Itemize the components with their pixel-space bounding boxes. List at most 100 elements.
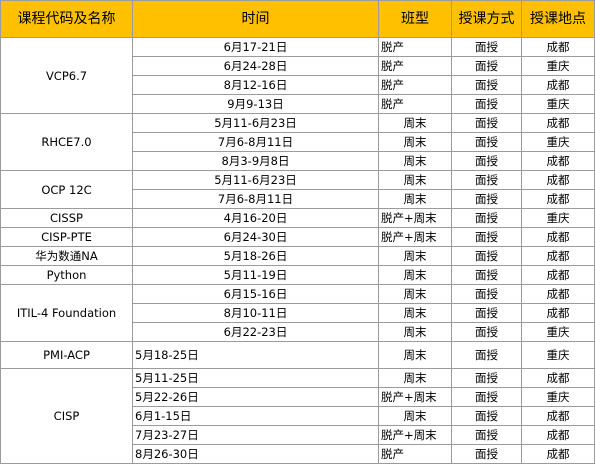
- table-row: 5月22-26日 脱产+周末 面授 重庆: [1, 387, 595, 407]
- location-cell: 成都: [521, 37, 595, 57]
- location-cell: 成都: [521, 425, 595, 445]
- course-name: ITIL-4 Foundation: [0, 284, 133, 342]
- header-method: 授课方式: [451, 0, 522, 38]
- location-cell: 成都: [521, 75, 595, 95]
- time-cell: 6月22-23日: [132, 322, 379, 342]
- location-cell: 成都: [521, 189, 595, 209]
- time-cell: 7月6-8月11日: [132, 132, 379, 152]
- class-type-cell: 周末: [378, 341, 452, 369]
- time-cell: 6月17-21日: [132, 37, 379, 57]
- time-cell: 4月16-20日: [132, 208, 379, 228]
- time-cell: 8月3-9月8日: [132, 151, 379, 171]
- time-cell: 5月11-6月23日: [132, 170, 379, 190]
- time-cell: 6月24-30日: [132, 227, 379, 247]
- class-type-cell: 脱产+周末: [378, 425, 452, 445]
- location-cell: 重庆: [521, 132, 595, 152]
- class-type-cell: 周末: [378, 284, 452, 304]
- location-cell: 成都: [521, 284, 595, 304]
- method-cell: 面授: [451, 341, 522, 369]
- method-cell: 面授: [451, 37, 522, 57]
- table-row: PMI-ACP 5月18-25日 周末 面授 重庆: [0, 341, 595, 369]
- class-type-cell: 周末: [378, 322, 452, 342]
- table-row: 6月1-15日 周末 面授 成都: [1, 406, 595, 426]
- method-cell: 面授: [451, 303, 522, 323]
- method-cell: 面授: [451, 227, 522, 247]
- class-type-cell: 周末: [378, 189, 452, 209]
- time-cell: 5月18-25日: [132, 341, 379, 369]
- table-row: 7月6-8月11日 周末 面授 重庆: [1, 132, 595, 152]
- class-type-cell: 脱产: [378, 444, 452, 464]
- time-cell: 8月10-11日: [132, 303, 379, 323]
- header-course: 课程代码及名称: [0, 0, 133, 38]
- header-row: 课程代码及名称 时间 班型 授课方式 授课地点: [0, 0, 595, 38]
- location-cell: 成都: [521, 444, 595, 464]
- method-cell: 面授: [451, 56, 522, 76]
- course-name: Python: [0, 265, 133, 285]
- location-cell: 重庆: [521, 322, 595, 342]
- time-cell: 5月18-26日: [132, 246, 379, 266]
- location-cell: 成都: [521, 246, 595, 266]
- course-name: RHCE7.0: [0, 113, 133, 171]
- class-type-cell: 周末: [378, 170, 452, 190]
- method-cell: 面授: [451, 170, 522, 190]
- table-row: CISSP 4月16-20日 脱产+周末 面授 重庆: [0, 208, 595, 228]
- method-cell: 面授: [451, 425, 522, 445]
- class-type-cell: 周末: [378, 113, 452, 133]
- method-cell: 面授: [451, 265, 522, 285]
- class-type-cell: 周末: [378, 265, 452, 285]
- time-cell: 7月23-27日: [132, 425, 379, 445]
- table-row: 9月9-13日 脱产 面授 重庆: [1, 94, 595, 114]
- location-cell: 成都: [521, 170, 595, 190]
- location-cell: 成都: [521, 151, 595, 171]
- location-cell: 重庆: [521, 341, 595, 369]
- header-time: 时间: [132, 0, 379, 38]
- class-type-cell: 脱产: [378, 37, 452, 57]
- course-name: CISP: [0, 368, 133, 464]
- class-type-cell: 周末: [378, 406, 452, 426]
- location-cell: 重庆: [521, 208, 595, 228]
- method-cell: 面授: [451, 151, 522, 171]
- table-row: OCP 12C 5月11-6月23日 周末 面授 成都: [0, 170, 595, 209]
- location-cell: 重庆: [521, 94, 595, 114]
- header-class-type: 班型: [378, 0, 452, 38]
- method-cell: 面授: [451, 406, 522, 426]
- class-type-cell: 周末: [378, 132, 452, 152]
- table-row: 8月10-11日 周末 面授 成都: [1, 303, 595, 323]
- time-cell: 7月6-8月11日: [132, 189, 379, 209]
- method-cell: 面授: [451, 444, 522, 464]
- course-name: 华为数通NA: [0, 246, 133, 266]
- location-cell: 成都: [521, 406, 595, 426]
- class-type-cell: 脱产+周末: [378, 387, 452, 407]
- time-cell: 5月22-26日: [132, 387, 379, 407]
- class-type-cell: 周末: [378, 151, 452, 171]
- method-cell: 面授: [451, 132, 522, 152]
- class-type-cell: 周末: [378, 368, 452, 388]
- location-cell: 成都: [521, 303, 595, 323]
- table-row: 华为数通NA 5月18-26日 周末 面授 成都: [0, 246, 595, 266]
- course-name: CISP-PTE: [0, 227, 133, 247]
- time-cell: 5月11-25日: [132, 368, 379, 388]
- class-type-cell: 脱产: [378, 94, 452, 114]
- header-location: 授课地点: [521, 0, 595, 38]
- time-cell: 5月11-6月23日: [132, 113, 379, 133]
- time-cell: 8月26-30日: [132, 444, 379, 464]
- method-cell: 面授: [451, 189, 522, 209]
- method-cell: 面授: [451, 208, 522, 228]
- time-cell: 8月12-16日: [132, 75, 379, 95]
- location-cell: 成都: [521, 368, 595, 388]
- method-cell: 面授: [451, 368, 522, 388]
- location-cell: 成都: [521, 113, 595, 133]
- method-cell: 面授: [451, 322, 522, 342]
- course-name: CISSP: [0, 208, 133, 228]
- method-cell: 面授: [451, 387, 522, 407]
- method-cell: 面授: [451, 284, 522, 304]
- course-name: OCP 12C: [0, 170, 133, 209]
- class-type-cell: 脱产+周末: [378, 208, 452, 228]
- table-row: VCP6.7 6月17-21日 脱产 面授 成都: [0, 37, 595, 114]
- method-cell: 面授: [451, 75, 522, 95]
- class-type-cell: 脱产: [378, 56, 452, 76]
- class-type-cell: 周末: [378, 246, 452, 266]
- method-cell: 面授: [451, 94, 522, 114]
- time-cell: 6月15-16日: [132, 284, 379, 304]
